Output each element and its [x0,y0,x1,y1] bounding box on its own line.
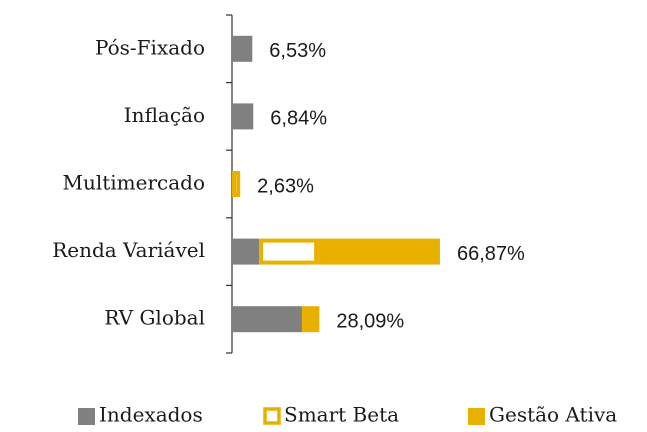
value-label: 28,09% [336,310,404,332]
bar-segment [232,103,254,130]
bar-segment [232,171,241,197]
category-label: Multimercado [62,171,205,195]
category-label: RV Global [104,306,205,330]
legend-label: Gestão Ativa [489,403,617,427]
bar-segment [232,35,253,62]
bar-segment [301,306,320,333]
legend-swatch [468,408,485,425]
legend-label: Smart Beta [284,403,399,427]
bar-segment [232,238,260,265]
bar-segment [318,238,440,265]
bar-segment [232,306,302,333]
legend-swatch [263,407,281,425]
legend-label: Indexados [99,403,203,427]
value-label: 6,53% [269,40,326,62]
value-label: 2,63% [257,175,314,197]
legend-swatch [78,408,95,425]
category-label: Pós-Fixado [95,35,205,59]
value-label: 66,87% [457,243,525,265]
category-label: Inflação [124,103,205,127]
value-label: 6,84% [270,108,327,130]
category-label: Renda Variável [52,238,205,262]
bar-segment [259,238,319,265]
